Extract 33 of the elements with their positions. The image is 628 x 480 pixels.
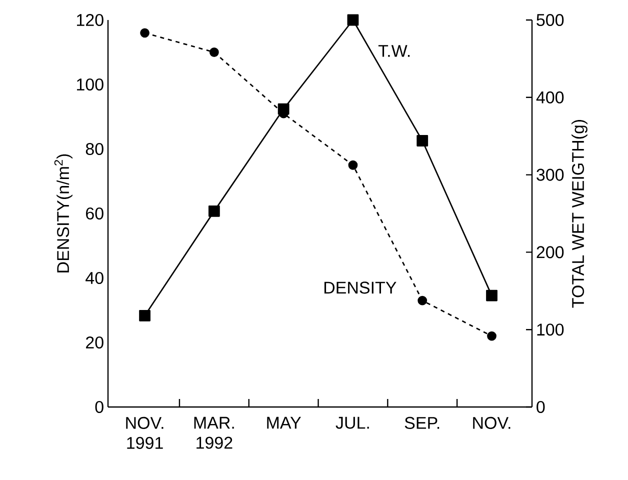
y-axis-title: DENSITY(n/m$^{2}$)	[54, 154, 72, 272]
point	[139, 310, 150, 322]
x-tick-label: NOV. 1991	[126, 416, 164, 449]
y2-axis-title: TOTAL WET WEIGTH(g)	[572, 120, 588, 308]
y-tick-label: 60	[86, 207, 104, 220]
point	[208, 205, 220, 217]
x-tick-label: JUL.	[336, 416, 369, 429]
x-tick-label: NOV.	[473, 416, 510, 429]
y-tick-label: 0	[95, 400, 104, 414]
point	[418, 296, 428, 306]
x-tick-label: MAY	[267, 416, 301, 429]
y-tick-label: 80	[86, 142, 104, 156]
x-tick-label: SEP.	[404, 416, 440, 429]
y-tick-label: 40	[86, 272, 104, 284]
series-label: T.W.	[378, 45, 410, 57]
y2-tick-label: 0	[536, 400, 545, 414]
y2-tick-label: 500	[536, 14, 564, 26]
y2-tick-label: 100	[537, 324, 564, 336]
point	[209, 48, 219, 57]
series-label: DENSITY	[324, 282, 396, 294]
y2-tick-label: 200	[536, 246, 564, 258]
point	[348, 160, 358, 170]
y-tick-label: 20	[86, 336, 104, 349]
y2-tick-label: 400	[536, 91, 564, 104]
point	[416, 135, 428, 146]
x-tick-label: MAR. 1992	[194, 416, 234, 449]
point	[347, 14, 359, 26]
y-tick-label: 120	[77, 14, 104, 26]
y-tick-label: 100	[77, 78, 104, 91]
point	[487, 331, 496, 341]
point	[140, 28, 150, 38]
point	[486, 290, 498, 302]
y2-tick-label: 300	[536, 168, 564, 181]
